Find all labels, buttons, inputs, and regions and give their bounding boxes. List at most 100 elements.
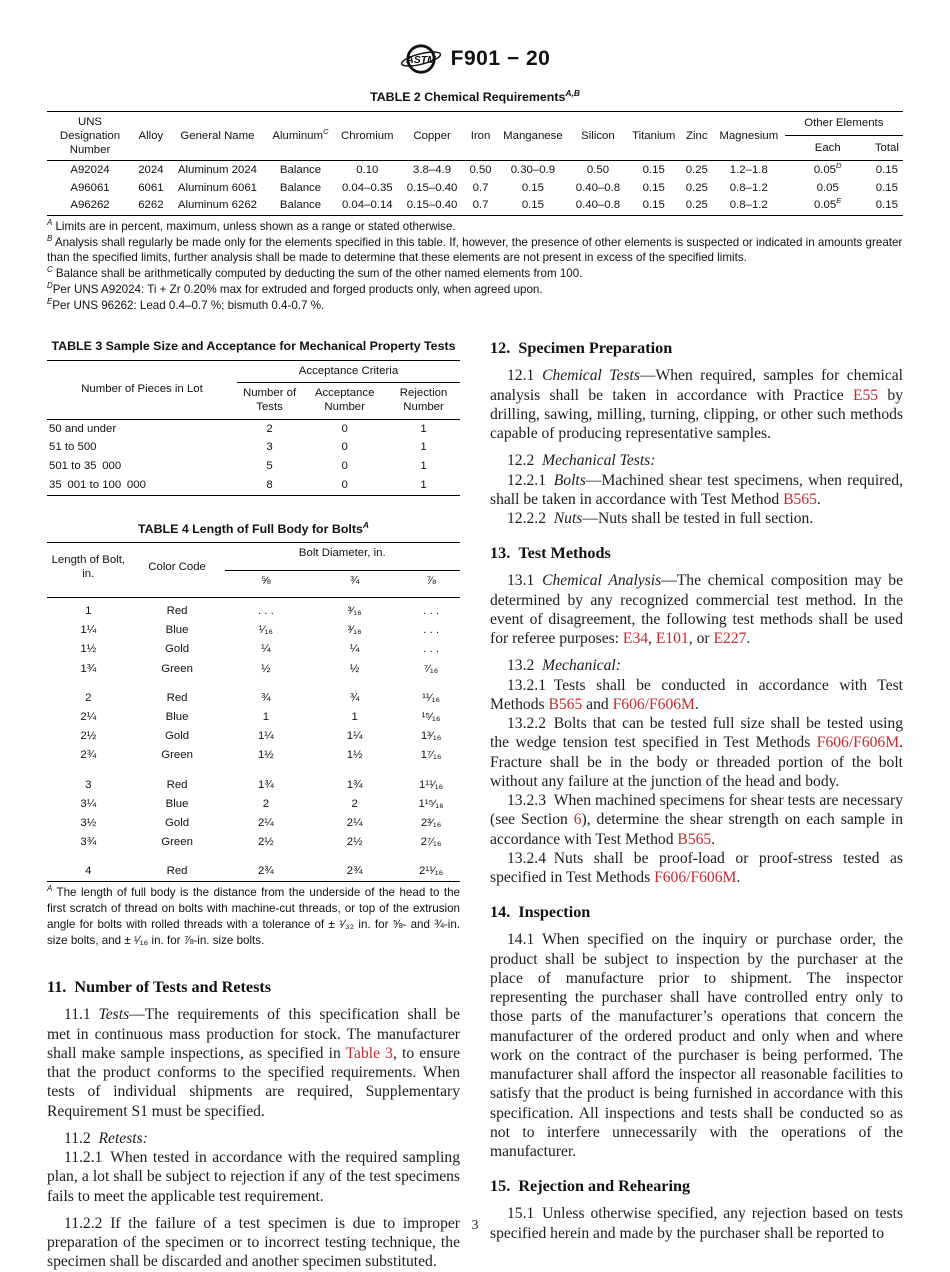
italic-text: Tests: [98, 1006, 130, 1024]
table-cell: . . .: [257, 604, 274, 617]
reference-link[interactable]: E101: [655, 630, 689, 648]
italic-text: Mechanical Tests:: [542, 452, 656, 470]
paragraph-11-2: 11.2 Retests:: [64, 1129, 148, 1147]
table-cell: ¾: [349, 691, 360, 704]
reference-link[interactable]: Table 3: [345, 1044, 393, 1062]
footnote: DPer UNS A92024: Ti + Zr 0.20% max for e…: [47, 280, 543, 296]
table-cell: A96061: [70, 181, 110, 194]
table-cell: ¼: [349, 643, 360, 656]
table-cell: [47, 765, 130, 775]
table-cell: 2½: [257, 836, 274, 849]
table-row: 1½ Gold ¼ ¼ . . .: [47, 640, 460, 659]
italic-text: Bolts: [553, 471, 586, 489]
two-column-layout: TABLE 3 Sample Size and Acceptance for M…: [47, 339, 903, 1271]
section-12-heading: 12. Specimen Preparation: [490, 339, 673, 358]
table-cell: Blue: [165, 624, 189, 637]
table-cell: 1.2–1.8: [729, 163, 768, 176]
table4-block: TABLE 4 Length of Full Body for BoltsA L…: [47, 521, 460, 949]
reference-link[interactable]: B565: [548, 695, 583, 713]
reference-link[interactable]: B565: [783, 490, 817, 508]
table-row: 3 Red 1¾ 1¾ 1¹¹⁄₁₆: [47, 775, 460, 794]
table-cell: ¹¹⁄₁₆: [422, 691, 441, 704]
table-cell: 0.15: [875, 163, 898, 176]
table-cell: [402, 765, 460, 775]
table-cell: 6262: [138, 199, 164, 212]
column-header-other-elements: Other Elements: [784, 111, 903, 137]
reference-link[interactable]: E55: [852, 386, 879, 404]
table-cell: 2⁷⁄₁₆: [420, 836, 442, 849]
table-row: 501 to 35 000 5 0 1: [47, 457, 460, 476]
reference-link[interactable]: 6: [573, 811, 582, 829]
table-cell: 0.15: [642, 163, 665, 176]
table-cell: 3: [85, 778, 92, 791]
reference-link[interactable]: E227: [713, 630, 747, 648]
table-cell: Aluminum 6262: [177, 199, 258, 212]
table-cell: 0.8–1.2: [729, 181, 768, 194]
paragraph-13-2-3: 13.2.3 When machined specimens for shear…: [490, 792, 903, 848]
column-header: ⅝: [261, 574, 271, 587]
table-cell: Red: [166, 604, 188, 617]
table-cell: 1: [85, 604, 92, 617]
table-cell: [130, 765, 225, 775]
reference-link[interactable]: F606/F606M: [612, 695, 695, 713]
document-code: F901 − 20: [450, 47, 551, 70]
table3-body: 50 and under 2 0 1 51 to 500 3 0 1 501 to 35 000…: [47, 419, 460, 495]
table-cell: 1¾: [257, 778, 274, 791]
table-cell: Red: [166, 865, 188, 878]
table-cell: 1¼: [257, 730, 274, 743]
table-row: 3¾ Green 2½ 2½ 2⁷⁄₁₆: [47, 833, 460, 852]
table-row: 3¼ Blue 2 2 1¹⁵⁄₁₆: [47, 795, 460, 814]
table-cell: 1: [420, 422, 427, 435]
footnote: C Balance shall be arithmetically comput…: [47, 265, 583, 281]
table-cell: ¾: [261, 691, 271, 704]
column-header: Manganese: [503, 129, 563, 142]
table-cell: Blue: [165, 797, 189, 810]
table-cell: 2½: [346, 836, 363, 849]
table-cell: 51 to 500: [49, 441, 97, 454]
table-cell: 1: [420, 479, 427, 492]
reference-link[interactable]: B565: [677, 830, 712, 848]
table-cell: 0.25: [685, 199, 708, 212]
table-cell: 0.04–0.14: [341, 199, 393, 212]
table-cell: 0.15: [521, 199, 544, 212]
table-cell: Balance: [279, 163, 322, 176]
table-cell: 1: [420, 460, 427, 473]
column-header: Length of Bolt, in.: [51, 553, 126, 581]
table4-footnotes: A The length of full body is the distanc…: [47, 885, 460, 948]
reference-link[interactable]: E34: [622, 630, 649, 648]
table-cell: . . .: [423, 624, 439, 637]
table-cell: 1³⁄₁₆: [420, 730, 442, 743]
table-cell: [225, 852, 308, 862]
table-cell: 0.04–0.35: [341, 181, 393, 194]
table-cell: 2¼: [80, 710, 97, 723]
table-cell: Gold: [165, 643, 190, 656]
table3-sample-size: Number of Pieces in Lot Acceptance Crite…: [47, 359, 460, 496]
column-header: ¾: [349, 574, 360, 587]
section-13-heading: 13. Test Methods: [490, 544, 611, 563]
table-cell: [47, 679, 130, 689]
table-cell: Gold: [165, 816, 190, 829]
column-header: AluminumC: [272, 126, 329, 142]
table-cell: 3: [266, 441, 273, 454]
table-cell: [402, 679, 460, 689]
reference-link[interactable]: F606/F606M: [816, 734, 900, 752]
table-cell: [225, 679, 308, 689]
table-cell: 3¼: [80, 797, 97, 810]
table-cell: 6061: [138, 181, 164, 194]
table-cell: 0.05E: [814, 196, 842, 212]
column-header: General Name: [180, 129, 255, 142]
column-header: Silicon: [581, 129, 615, 142]
column-header: ⅞: [426, 574, 436, 587]
table-cell: 1⁷⁄₁₆: [420, 749, 442, 762]
paragraph-11-2-1: 11.2.1 When tested in accordance with th…: [47, 1149, 460, 1205]
reference-link[interactable]: F606/F606M: [654, 869, 737, 887]
table-cell: 1¹¹⁄₁₆: [418, 778, 444, 791]
table-cell: 1¹⁵⁄₁₆: [418, 797, 444, 810]
table-row: A92024 2024 Aluminum 2024 Balance 0.10 3.8–4.…: [47, 161, 903, 179]
table-cell: Balance: [279, 199, 322, 212]
table-cell: 2¹¹⁄₁₆: [418, 865, 444, 878]
table-row: 1¼ Blue ¹⁄₁₆ ³⁄₁₆ . . .: [47, 621, 460, 640]
column-header: Chromium: [341, 129, 394, 142]
column-header: Total: [874, 142, 899, 155]
